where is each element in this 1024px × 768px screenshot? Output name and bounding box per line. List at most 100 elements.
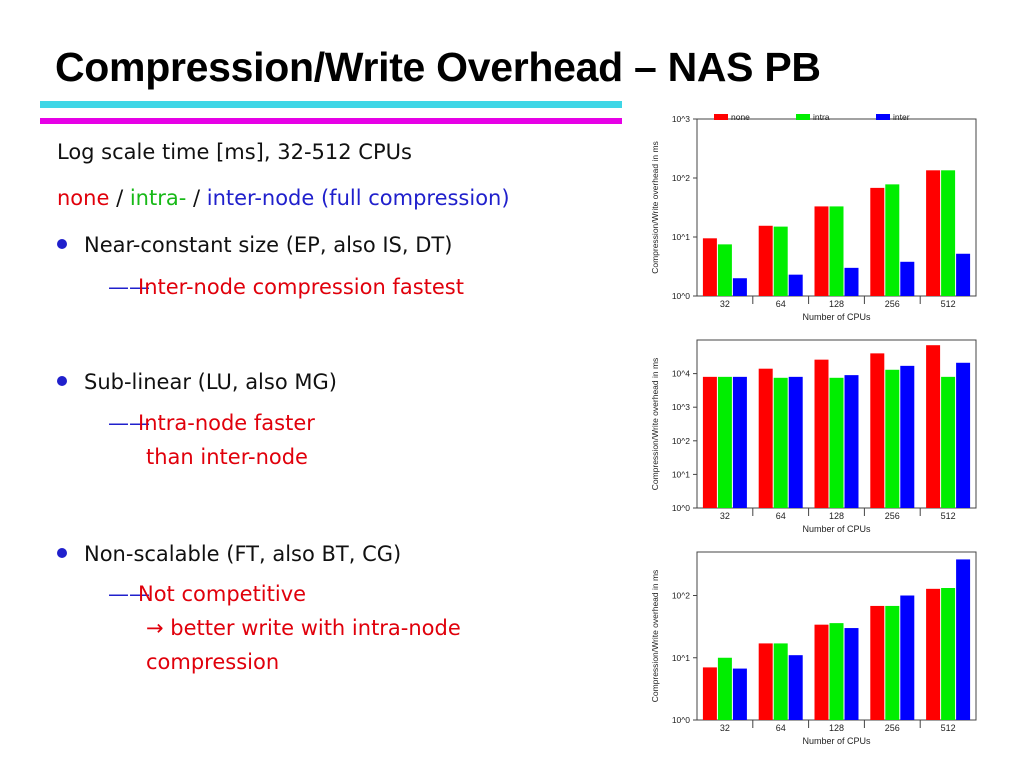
sub-bullet-text: than inter-node bbox=[146, 445, 308, 469]
y-tick-label: 10^2 bbox=[672, 436, 690, 446]
x-tick-label: 128 bbox=[829, 511, 844, 521]
x-tick-label: 512 bbox=[941, 299, 956, 309]
y-tick-label: 10^1 bbox=[672, 232, 690, 242]
bar-inter bbox=[788, 274, 803, 296]
legend-separator: / bbox=[109, 186, 130, 210]
legend-swatch bbox=[714, 114, 728, 120]
slide-title: Compression/Write Overhead – NAS PB bbox=[55, 44, 821, 90]
bar-none bbox=[814, 624, 829, 720]
y-tick-label: 10^3 bbox=[672, 402, 690, 412]
x-axis-label: Number of CPUs bbox=[802, 312, 871, 322]
y-tick-label: 10^1 bbox=[672, 653, 690, 663]
bar-inter bbox=[900, 261, 915, 296]
x-axis-label: Number of CPUs bbox=[802, 524, 871, 534]
bar-intra bbox=[717, 657, 732, 720]
bar-none bbox=[926, 345, 941, 508]
y-axis-label: Compression/Write overhead in ms bbox=[650, 141, 660, 274]
x-tick-label: 64 bbox=[776, 299, 786, 309]
legend-label: inter bbox=[893, 112, 910, 122]
bar-none bbox=[926, 170, 941, 296]
bar-intra bbox=[829, 206, 844, 296]
legend-swatch bbox=[796, 114, 810, 120]
subtitle: Log scale time [ms], 32-512 CPUs bbox=[57, 140, 412, 164]
sub-bullet: ——Not competitive → better write with int… bbox=[108, 577, 461, 679]
y-axis-label: Compression/Write overhead in ms bbox=[650, 570, 660, 703]
x-tick-label: 512 bbox=[941, 511, 956, 521]
sub-bullet-text: Intra-node faster bbox=[138, 411, 315, 435]
bar-none bbox=[758, 225, 773, 296]
bar-inter bbox=[844, 628, 859, 720]
y-tick-label: 10^0 bbox=[672, 715, 690, 725]
bar-intra bbox=[885, 369, 900, 508]
x-axis-label: Number of CPUs bbox=[802, 736, 871, 746]
bullet-item: Near-constant size (EP, also IS, DT) bbox=[57, 233, 452, 257]
sub-bullet-text: Not competitive bbox=[138, 582, 307, 606]
bar-inter bbox=[900, 595, 915, 720]
sub-bullet-text: compression bbox=[146, 650, 280, 674]
bullet-item: Non-scalable (FT, also BT, CG) bbox=[57, 542, 401, 566]
y-tick-label: 10^0 bbox=[672, 291, 690, 301]
bullet-text: Non-scalable (FT, also BT, CG) bbox=[84, 542, 402, 566]
bar-none bbox=[702, 376, 717, 508]
bullet-item: Sub-linear (LU, also MG) bbox=[57, 370, 337, 394]
bar-none bbox=[758, 368, 773, 508]
bar-inter bbox=[788, 655, 803, 720]
chart-ft: 10^0 10^1 10^2 32 64 128 256 512 Number of CPUs C… bbox=[650, 551, 977, 746]
chart-lu: 10^0 10^1 10^2 10^3 10^4 32 64 128 256 512 Number … bbox=[650, 339, 977, 534]
y-tick-label: 10^2 bbox=[672, 173, 690, 183]
legend-separator: / bbox=[186, 186, 207, 210]
y-tick-label: 10^4 bbox=[672, 369, 690, 379]
bar-none bbox=[870, 605, 885, 720]
dash-marker: —— bbox=[108, 411, 150, 435]
legend-line: none / intra- / inter-node (full compres… bbox=[57, 186, 510, 210]
y-tick-label: 10^0 bbox=[672, 503, 690, 513]
bar-intra bbox=[829, 377, 844, 508]
bar-inter bbox=[900, 365, 915, 508]
x-tick-label: 128 bbox=[829, 723, 844, 733]
bar-intra bbox=[773, 377, 788, 508]
bar-inter bbox=[732, 668, 747, 720]
bar-none bbox=[870, 187, 885, 296]
sub-bullet-text: Inter-node compression fastest bbox=[138, 275, 464, 299]
bar-intra bbox=[829, 623, 844, 720]
bar-intra bbox=[773, 643, 788, 720]
bar-inter bbox=[844, 267, 859, 296]
bar-none bbox=[702, 667, 717, 720]
sub-bullet-text: → better write with intra-node bbox=[146, 616, 461, 640]
sub-bullet: ——Inter-node compression fastest bbox=[108, 270, 464, 304]
bar-intra bbox=[773, 226, 788, 296]
bullet-text: Sub-linear (LU, also MG) bbox=[84, 370, 337, 394]
bar-none bbox=[926, 588, 941, 720]
dash-marker: —— bbox=[108, 582, 150, 606]
x-tick-label: 512 bbox=[941, 723, 956, 733]
bar-intra bbox=[885, 605, 900, 720]
bar-inter bbox=[732, 376, 747, 508]
bullet-dot-icon bbox=[57, 239, 67, 249]
bar-intra bbox=[941, 170, 956, 296]
bar-none bbox=[870, 353, 885, 508]
legend-intra-text: intra- bbox=[129, 186, 187, 210]
x-tick-label: 256 bbox=[885, 723, 900, 733]
x-tick-label: 256 bbox=[885, 299, 900, 309]
bar-intra bbox=[941, 376, 956, 508]
bar-inter bbox=[956, 559, 971, 720]
bar-intra bbox=[717, 376, 732, 508]
legend-none-text: none bbox=[57, 186, 110, 210]
bullet-text: Near-constant size (EP, also IS, DT) bbox=[84, 233, 453, 257]
bar-inter bbox=[956, 362, 971, 508]
bar-none bbox=[814, 206, 829, 296]
bar-intra bbox=[717, 244, 732, 296]
title-rule-bottom bbox=[40, 118, 622, 124]
sub-bullet: ——Intra-node faster than inter-node bbox=[108, 406, 315, 474]
x-tick-label: 64 bbox=[776, 723, 786, 733]
y-axis-label: Compression/Write overhead in ms bbox=[650, 358, 660, 491]
dash-marker: —— bbox=[108, 275, 150, 299]
bullet-dot-icon bbox=[57, 548, 67, 558]
x-tick-label: 64 bbox=[776, 511, 786, 521]
x-tick-label: 256 bbox=[885, 511, 900, 521]
bar-none bbox=[702, 238, 717, 296]
legend-swatch bbox=[876, 114, 890, 120]
legend-label: intra bbox=[813, 112, 830, 122]
x-tick-label: 128 bbox=[829, 299, 844, 309]
x-tick-label: 32 bbox=[720, 511, 730, 521]
